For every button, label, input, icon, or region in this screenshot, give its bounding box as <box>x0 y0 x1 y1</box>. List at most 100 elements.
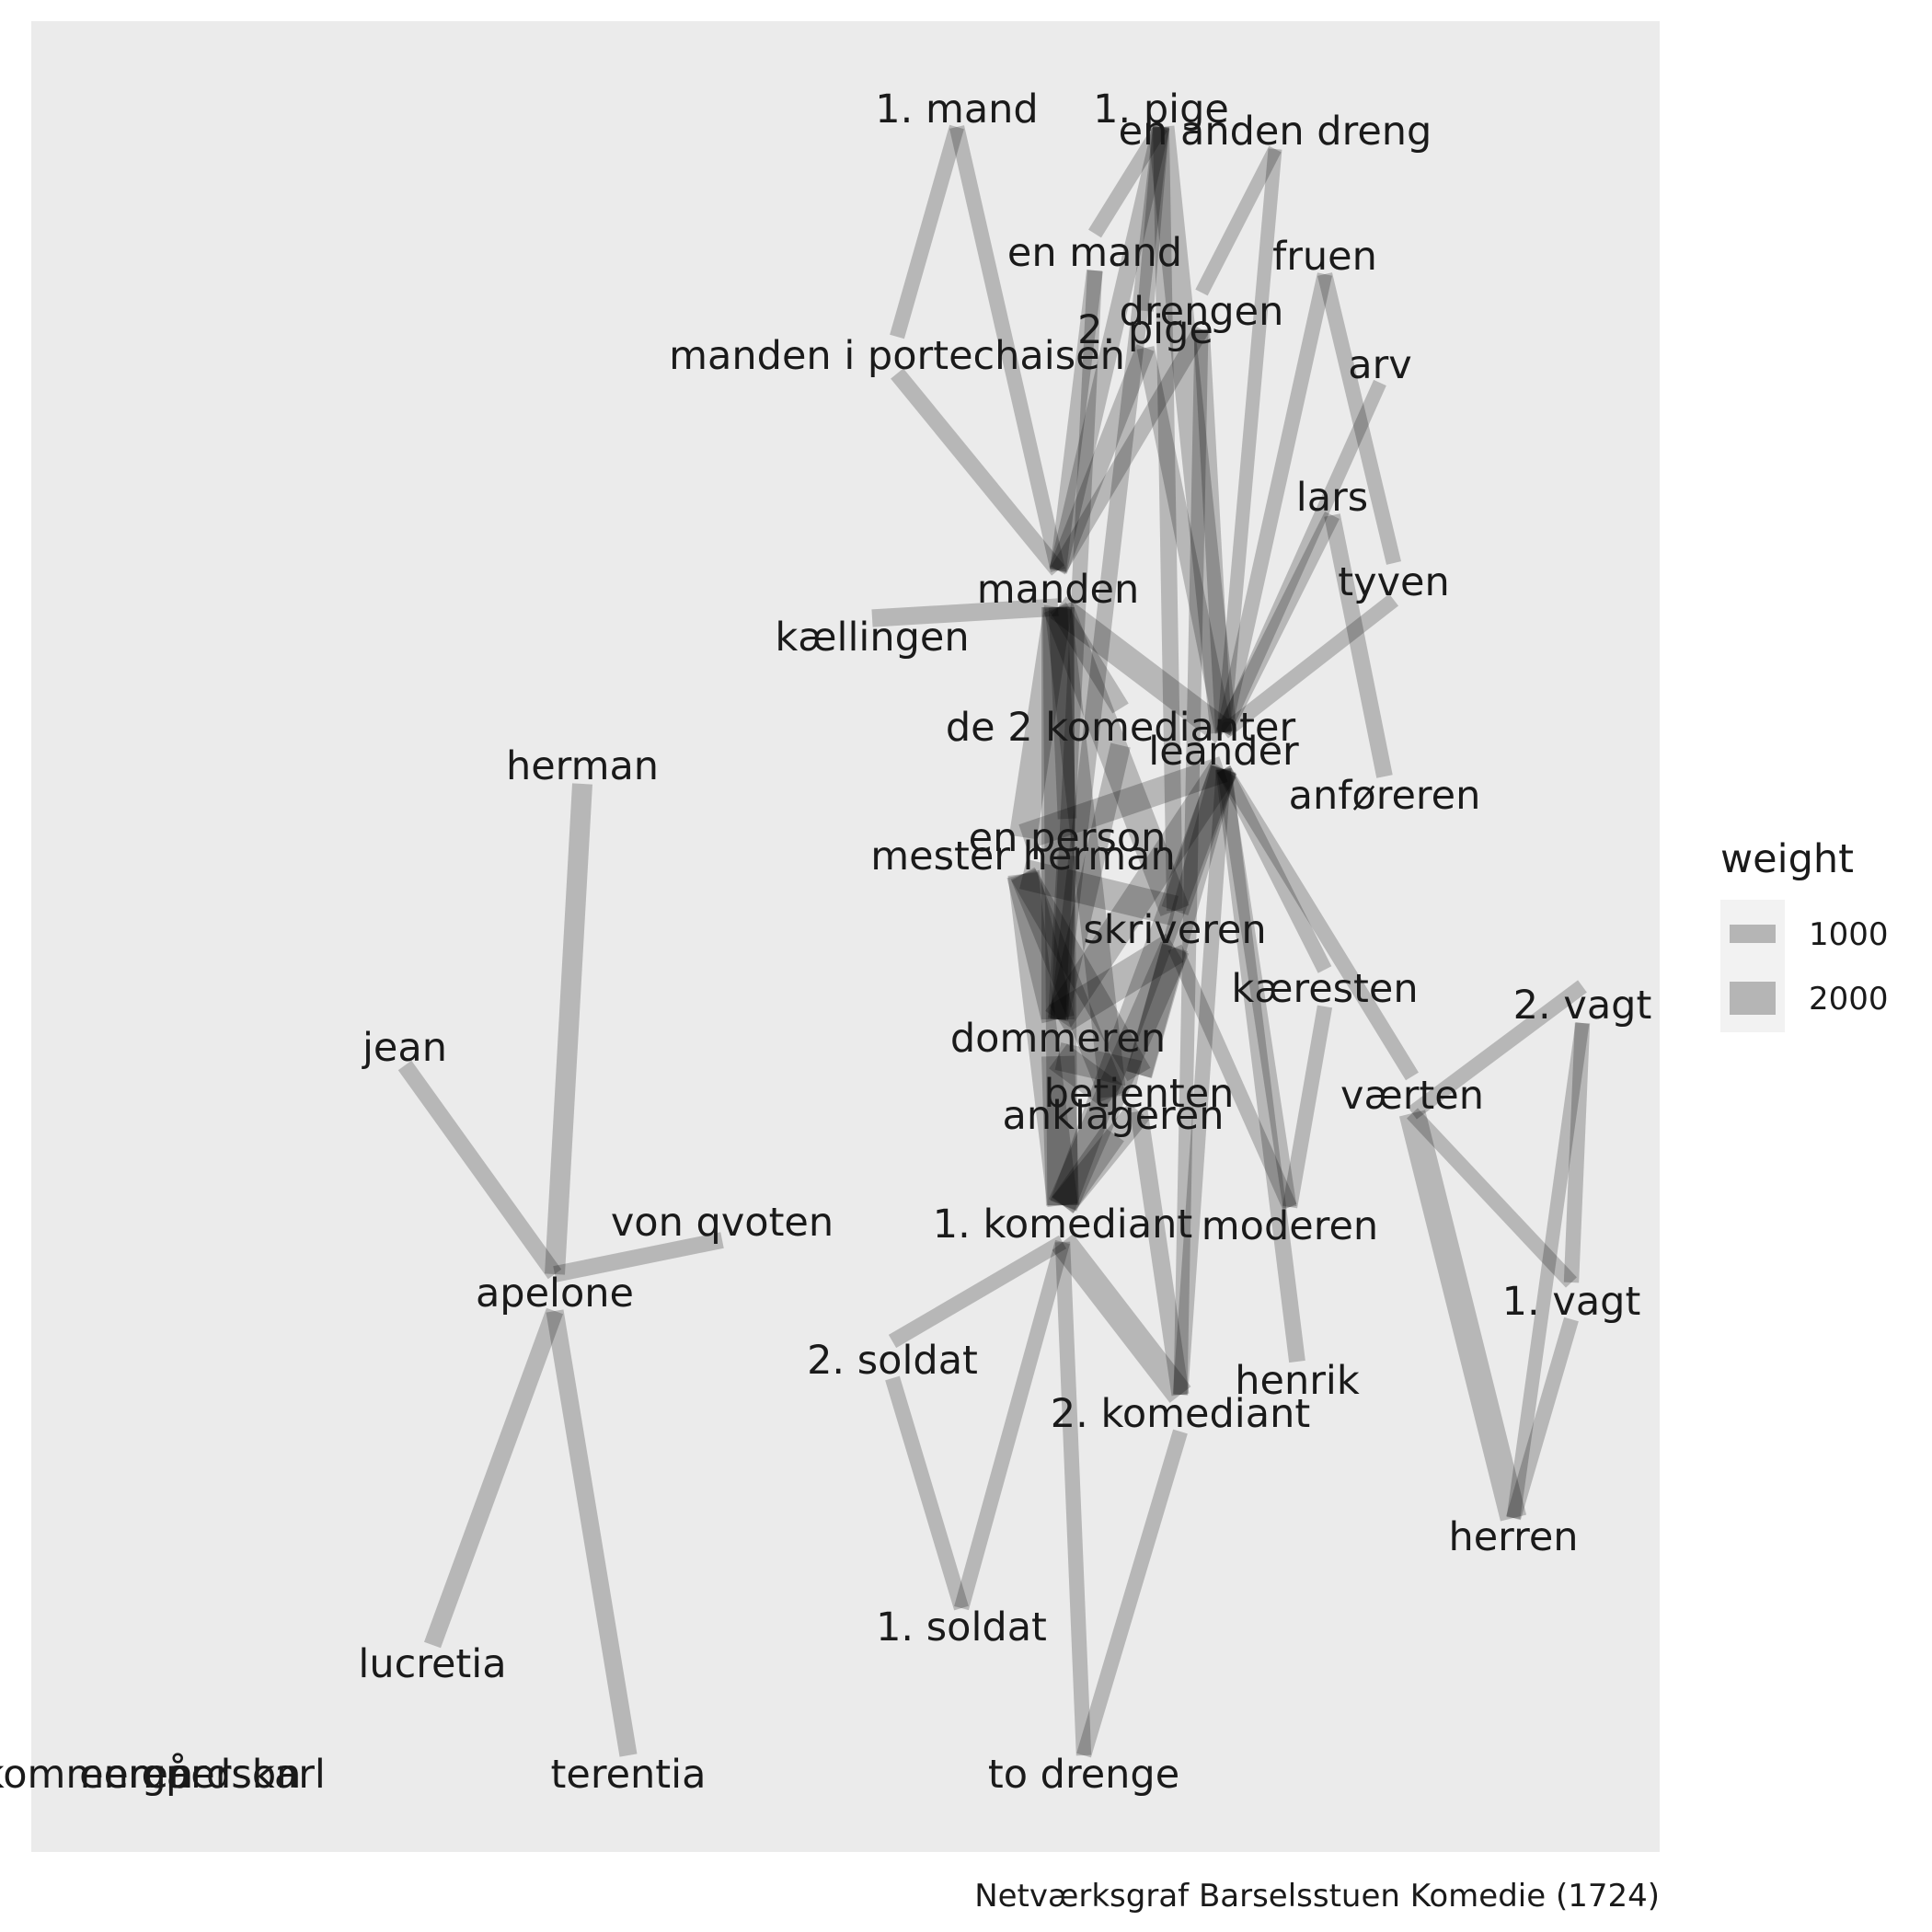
node-label-tyven: tyven <box>1338 559 1449 605</box>
node-label-2-vagt: 2. vagt <box>1513 983 1652 1029</box>
node-label-manden: manden <box>977 567 1140 613</box>
node-label-leander: leander <box>1148 729 1299 775</box>
edge-1-mand-manden-i-portechaisen <box>890 124 964 339</box>
edge-leander-1-komediant <box>1050 764 1236 1211</box>
edge-lars-leander <box>1216 512 1340 736</box>
plot-panel <box>31 21 1660 1852</box>
edge-fruen-leander <box>1215 272 1333 734</box>
edge-betjenten-2-komediant <box>1130 1110 1190 1397</box>
node-label-en-person2: en person <box>104 1752 302 1798</box>
node-label-kommeren: kommeren <box>0 1752 193 1798</box>
edges-layer <box>397 122 1591 1758</box>
edge-1-pige-manden <box>1049 124 1170 573</box>
edge-skriveren-betjenten <box>1126 944 1188 1078</box>
edge-dommeren-anklageren <box>1049 1043 1122 1110</box>
edge-mester-herman-1-komediant <box>1007 872 1078 1207</box>
node-label-2-pige: 2. pige <box>1077 307 1213 353</box>
node-label-betjenten: betjenten <box>1044 1071 1235 1117</box>
node-label-anklageren: anklageren <box>1003 1093 1225 1139</box>
edge-manden-k-llingen <box>871 598 1059 627</box>
edge-manden-de-2-komedianter <box>1050 602 1129 714</box>
edge-2-vagt-herren <box>1506 1021 1590 1520</box>
node-label-1-soldat: 1. soldat <box>876 1604 1047 1650</box>
node-label-moderen: moderen <box>1202 1203 1378 1249</box>
edge-en-mand-manden <box>1050 269 1103 572</box>
edge-v-rten-1-vagt <box>1407 1108 1577 1288</box>
edge-en-anden-dreng-leander <box>1216 148 1282 733</box>
edge-leander-v-rten <box>1217 765 1419 1081</box>
node-label-herren: herren <box>1448 1514 1578 1560</box>
edge-1-komediant-2-komediant <box>1052 1234 1191 1403</box>
legend: weight 1000 2000 <box>1720 836 1889 1032</box>
edge-drengen-manden <box>1051 325 1209 575</box>
edge-dommeren-betjenten <box>1054 1042 1143 1088</box>
edge-arv-leander <box>1217 379 1386 736</box>
edge-betjenten-1-komediant <box>1052 1102 1150 1214</box>
edge-mester-herman-anklageren <box>1010 868 1126 1102</box>
node-label-en-anden-dreng: en anden dreng <box>1119 109 1432 155</box>
node-label-k-resten: kæresten <box>1231 966 1418 1012</box>
node-label-herman: herman <box>506 743 659 789</box>
edge-k-resten-moderen <box>1282 1005 1333 1209</box>
node-label-en-person: en person <box>969 815 1167 861</box>
node-label-2-komediant: 2. komediant <box>1051 1391 1310 1437</box>
node-label-manden-i-portechaisen: manden i portechaisen <box>669 333 1125 379</box>
edge-2-pige-manden <box>1049 344 1155 574</box>
edge-1-pige-leander <box>1147 125 1237 734</box>
edge-2-pige-leander <box>1136 346 1233 734</box>
node-label-fruen: fruen <box>1272 234 1377 280</box>
node-label-jean: jean <box>362 1025 447 1071</box>
edge-tyven-leander <box>1218 593 1399 739</box>
edge-en-person-dommeren <box>1048 855 1077 1020</box>
node-label-1-komediant: 1. komediant <box>933 1202 1192 1248</box>
edge-leander-moderen <box>1216 767 1297 1209</box>
edge-en-mand-dommeren <box>1050 270 1103 1020</box>
edge-1-pige-2-pige <box>1137 126 1169 312</box>
node-label-lars: lars <box>1296 475 1368 521</box>
edge-dommeren-1-komediant <box>1041 1055 1079 1206</box>
edge-leander-dommeren <box>1045 760 1236 1029</box>
edge-leander-mester-herman <box>1018 756 1228 850</box>
node-label-dommeren: dommeren <box>950 1016 1166 1062</box>
node-label-drengen: drengen <box>1120 289 1284 335</box>
node-label-anf-reren: anføreren <box>1289 773 1481 819</box>
edge-1-komediant-to-drenge <box>1054 1241 1092 1756</box>
edge-1-pige-dommeren <box>1050 125 1169 1021</box>
edge-manden-1-komediant <box>1042 606 1078 1206</box>
edge-1-vagt-herren <box>1506 1317 1579 1521</box>
edge-leander-henrik <box>1215 767 1305 1363</box>
node-label-apelone: apelone <box>476 1271 634 1317</box>
edge-manden-mester-herman <box>1008 604 1073 840</box>
edge-1-komediant-1-soldat <box>954 1239 1070 1611</box>
edge-v-rten-herren <box>1398 1110 1527 1522</box>
edge-1-komediant-2-soldat <box>888 1235 1067 1349</box>
edge-de-2-komedianter-dommeren <box>1048 742 1131 1022</box>
node-label-v-rten: værten <box>1340 1073 1484 1119</box>
edge-jean-apelone <box>397 1060 562 1280</box>
edge-herman-apelone <box>545 783 592 1275</box>
edge-mester-herman-dommeren <box>1006 869 1075 1024</box>
edge-manden-skriveren <box>1043 602 1190 916</box>
node-label-henrik: henrik <box>1235 1358 1360 1404</box>
edge-leander-k-resten <box>1216 765 1332 973</box>
node-label-skriveren: skriveren <box>1083 907 1266 953</box>
node-label-mester-herman: mester herman <box>870 834 1176 880</box>
node-label-k-llingen: kællingen <box>775 615 969 661</box>
edge-en-anden-dreng-drengen <box>1195 145 1282 296</box>
edge-mester-herman-skriveren <box>1019 858 1179 926</box>
legend-label-2000: 2000 <box>1809 981 1889 1018</box>
node-label-1-mand: 1. mand <box>875 86 1038 132</box>
edge-lars-anf-reren <box>1324 513 1393 778</box>
node-label-en-gardskarl: en gårdskarl <box>79 1752 326 1798</box>
edge-leander-skriveren <box>1161 765 1237 915</box>
node-label-arv: arv <box>1348 342 1411 388</box>
edge-1-mand-manden <box>949 125 1065 572</box>
edge-1-pige-en-mand <box>1088 122 1167 238</box>
node-label-en-mand: en mand <box>1007 230 1182 276</box>
node-label-terentia: terentia <box>551 1752 707 1798</box>
edge-drengen-2-komediant <box>1173 328 1209 1396</box>
node-label-de-2-komedianter: de 2 komedianter <box>946 705 1296 751</box>
edge-manden-i-portechaisen-manden <box>891 368 1064 576</box>
